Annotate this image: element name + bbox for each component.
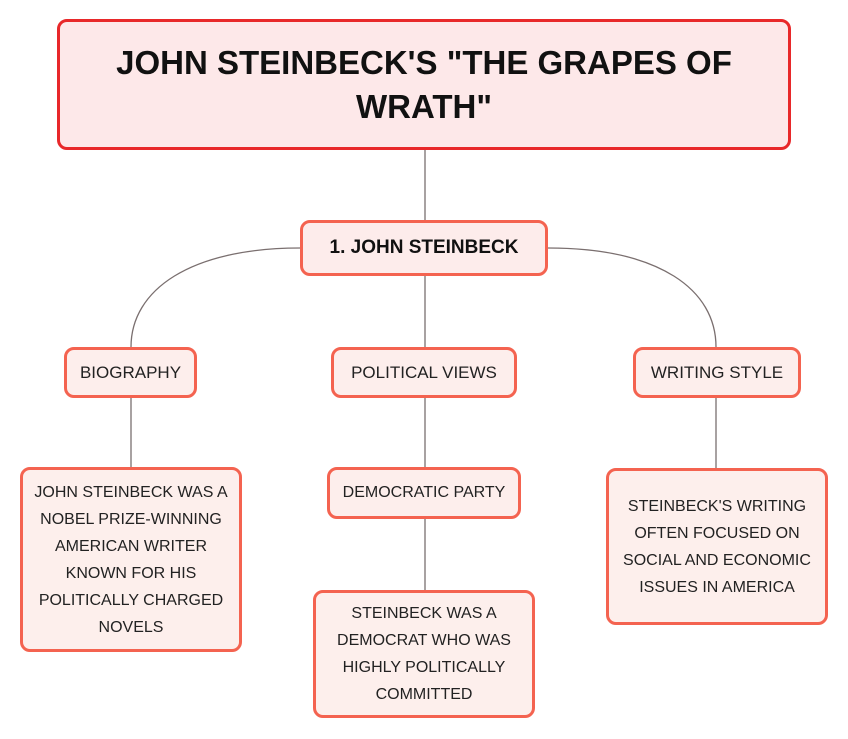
political-detail: STEINBECK WAS A DEMOCRAT WHO WAS HIGHLY … (337, 605, 511, 703)
main-title: 1. JOHN STEINBECK (329, 237, 519, 258)
writing-style-label: WRITING STYLE (650, 362, 784, 382)
root-title: JOHN STEINBECK'S "THE GRAPES OF WRATH" (116, 43, 732, 125)
biography-label: BIOGRAPHY (79, 362, 182, 382)
biography-detail: JOHN STEINBECK WAS A NOBEL PRIZE-WINNING… (34, 483, 228, 636)
political-views-label: POLITICAL VIEWS (351, 362, 497, 382)
connector-main-writing (547, 247, 717, 348)
root-topic[interactable]: JOHN STEINBECK'S "THE GRAPES OF WRATH" (57, 19, 791, 150)
writing-detail-node[interactable]: STEINBECK'S WRITING OFTEN FOCUSED ON SOC… (606, 468, 828, 625)
connector-main-biography (130, 247, 301, 348)
writing-detail: STEINBECK'S WRITING OFTEN FOCUSED ON SOC… (623, 497, 811, 596)
writing-style-node[interactable]: WRITING STYLE (633, 347, 801, 398)
democratic-party-node[interactable]: DEMOCRATIC PARTY (327, 467, 521, 519)
biography-node[interactable]: BIOGRAPHY (64, 347, 197, 398)
main-topic[interactable]: 1. JOHN STEINBECK (300, 220, 548, 276)
political-views-node[interactable]: POLITICAL VIEWS (331, 347, 517, 398)
democratic-party-label: DEMOCRATIC PARTY (342, 484, 506, 501)
political-detail-node[interactable]: STEINBECK WAS A DEMOCRAT WHO WAS HIGHLY … (313, 590, 535, 718)
biography-detail-node[interactable]: JOHN STEINBECK WAS A NOBEL PRIZE-WINNING… (20, 467, 242, 652)
